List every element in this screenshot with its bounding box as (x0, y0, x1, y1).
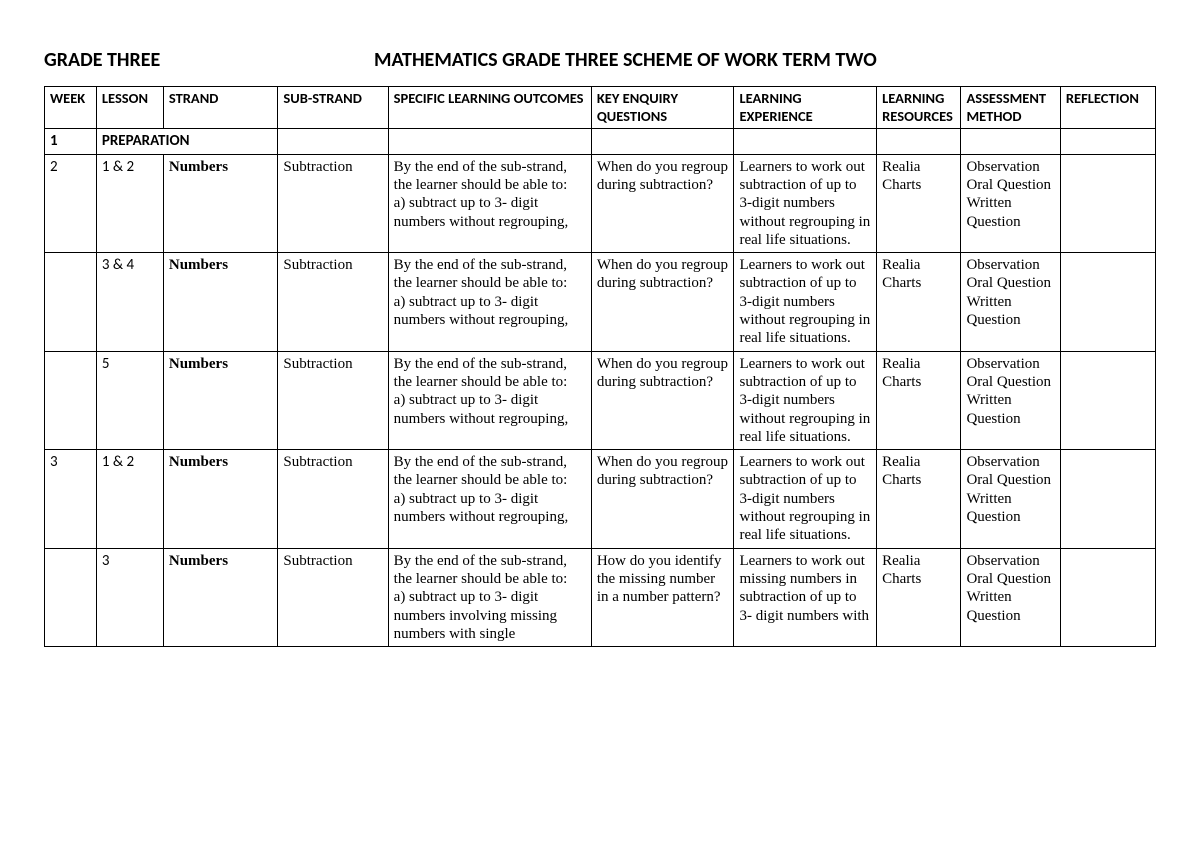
cell-slo: By the end of the sub-strand, the learne… (388, 154, 591, 252)
cell-keq: When do you regroup during subtraction? (591, 154, 734, 252)
cell-res: Realia Charts (877, 253, 961, 351)
cell-empty (1060, 129, 1155, 154)
cell-keq: When do you regroup during subtraction? (591, 450, 734, 548)
cell-strand: Numbers (163, 548, 278, 646)
cell-res: Realia Charts (877, 351, 961, 449)
cell-res: Realia Charts (877, 450, 961, 548)
document-page: GRADE THREE MATHEMATICS GRADE THREE SCHE… (0, 0, 1200, 647)
cell-ref (1060, 154, 1155, 252)
col-substrand: SUB-STRAND (278, 87, 388, 129)
header-left: GRADE THREE (44, 48, 374, 72)
table-row: 1PREPARATION (45, 129, 1156, 154)
table-body: 1PREPARATION21 & 2NumbersSubtractionBy t… (45, 129, 1156, 647)
cell-ref (1060, 450, 1155, 548)
table-row: 3 & 4NumbersSubtractionBy the end of the… (45, 253, 1156, 351)
table-row: 3NumbersSubtractionBy the end of the sub… (45, 548, 1156, 646)
cell-substrand: Subtraction (278, 154, 388, 252)
cell-week (45, 253, 97, 351)
col-lesson: LESSON (96, 87, 163, 129)
cell-empty (877, 129, 961, 154)
cell-substrand: Subtraction (278, 548, 388, 646)
table-row: 31 & 2NumbersSubtractionBy the end of th… (45, 450, 1156, 548)
cell-exp: Learners to work out subtraction of up t… (734, 450, 877, 548)
cell-exp: Learners to work out subtraction of up t… (734, 253, 877, 351)
cell-strand: Numbers (163, 154, 278, 252)
cell-empty (388, 129, 591, 154)
cell-keq: How do you identify the missing number i… (591, 548, 734, 646)
cell-ass: Observation Oral Question Written Questi… (961, 253, 1060, 351)
cell-week: 2 (45, 154, 97, 252)
table-row: 21 & 2NumbersSubtractionBy the end of th… (45, 154, 1156, 252)
col-strand: STRAND (163, 87, 278, 129)
cell-slo: By the end of the sub-strand, the learne… (388, 351, 591, 449)
cell-week (45, 548, 97, 646)
page-header: GRADE THREE MATHEMATICS GRADE THREE SCHE… (44, 48, 1156, 72)
cell-substrand: Subtraction (278, 253, 388, 351)
cell-substrand: Subtraction (278, 351, 388, 449)
cell-keq: When do you regroup during subtraction? (591, 253, 734, 351)
col-ass: ASSESSMENT METHOD (961, 87, 1060, 129)
cell-strand: Numbers (163, 253, 278, 351)
cell-res: Realia Charts (877, 154, 961, 252)
col-exp: LEARNING EXPERIENCE (734, 87, 877, 129)
cell-empty (591, 129, 734, 154)
col-slo: SPECIFIC LEARNING OUTCOMES (388, 87, 591, 129)
header-right: MATHEMATICS GRADE THREE SCHEME OF WORK T… (374, 48, 877, 72)
cell-slo: By the end of the sub-strand, the learne… (388, 253, 591, 351)
cell-res: Realia Charts (877, 548, 961, 646)
table-row: 5NumbersSubtractionBy the end of the sub… (45, 351, 1156, 449)
cell-ass: Observation Oral Question Written Questi… (961, 154, 1060, 252)
cell-ass: Observation Oral Question Written Questi… (961, 450, 1060, 548)
cell-empty (734, 129, 877, 154)
cell-ref (1060, 351, 1155, 449)
col-res: LEARNING RESOURCES (877, 87, 961, 129)
cell-ass: Observation Oral Question Written Questi… (961, 548, 1060, 646)
cell-exp: Learners to work out subtraction of up t… (734, 351, 877, 449)
cell-strand: Numbers (163, 450, 278, 548)
cell-ref (1060, 548, 1155, 646)
scheme-table: WEEK LESSON STRAND SUB-STRAND SPECIFIC L… (44, 86, 1156, 647)
cell-lesson: 1 & 2 (96, 450, 163, 548)
cell-strand: Numbers (163, 351, 278, 449)
cell-preparation: PREPARATION (96, 129, 278, 154)
cell-empty (961, 129, 1060, 154)
cell-week: 1 (45, 129, 97, 154)
table-header-row: WEEK LESSON STRAND SUB-STRAND SPECIFIC L… (45, 87, 1156, 129)
cell-ass: Observation Oral Question Written Questi… (961, 351, 1060, 449)
col-keq: KEY ENQUIRY QUESTIONS (591, 87, 734, 129)
cell-empty (278, 129, 388, 154)
cell-exp: Learners to work out missing numbers in … (734, 548, 877, 646)
cell-week (45, 351, 97, 449)
cell-lesson: 5 (96, 351, 163, 449)
cell-lesson: 3 & 4 (96, 253, 163, 351)
cell-slo: By the end of the sub-strand, the learne… (388, 450, 591, 548)
cell-keq: When do you regroup during subtraction? (591, 351, 734, 449)
cell-substrand: Subtraction (278, 450, 388, 548)
cell-lesson: 3 (96, 548, 163, 646)
col-week: WEEK (45, 87, 97, 129)
cell-lesson: 1 & 2 (96, 154, 163, 252)
cell-week: 3 (45, 450, 97, 548)
cell-exp: Learners to work out subtraction of up t… (734, 154, 877, 252)
col-ref: REFLECTION (1060, 87, 1155, 129)
cell-ref (1060, 253, 1155, 351)
cell-slo: By the end of the sub-strand, the learne… (388, 548, 591, 646)
